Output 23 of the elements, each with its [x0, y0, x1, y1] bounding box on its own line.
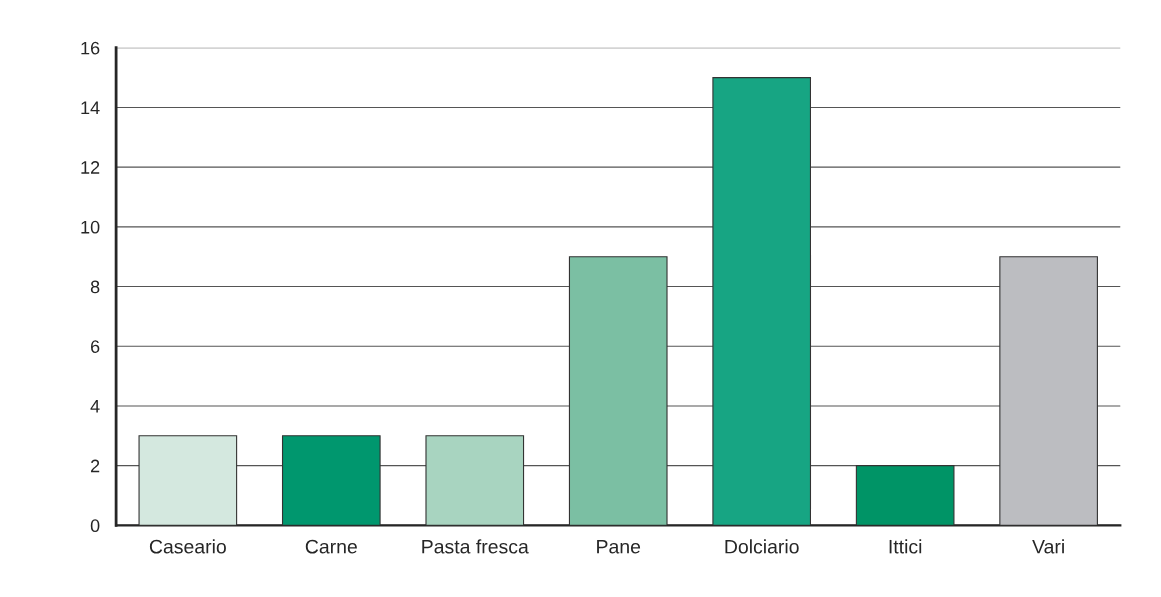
x-tick-label: Dolciario — [725, 539, 799, 554]
bar — [568, 256, 668, 526]
y-tick-label: 12 — [81, 161, 100, 174]
bar — [999, 256, 1098, 526]
y-tick-label: 10 — [81, 220, 100, 234]
bar — [138, 435, 238, 526]
x-tick-label: Caseario — [149, 539, 226, 554]
y-tick-label: 0 — [90, 519, 100, 533]
y-tick-label: 8 — [90, 280, 100, 294]
y-tick-label: 16 — [81, 41, 100, 55]
y-tick-label: 2 — [91, 459, 100, 473]
bar — [425, 435, 525, 526]
x-tick-label: Vari — [1032, 539, 1064, 554]
x-tick-label: Pane — [597, 539, 641, 554]
bar — [712, 77, 812, 526]
y-tick-label: 14 — [81, 101, 100, 114]
bar — [281, 435, 381, 526]
x-tick-label: Ittici — [889, 539, 922, 554]
x-tick-label: Pasta fresca — [422, 539, 529, 554]
y-tick-label: 6 — [91, 340, 100, 353]
y-tick-label: 4 — [90, 400, 100, 413]
bar — [855, 465, 955, 526]
x-tick-label: Carne — [305, 539, 357, 554]
